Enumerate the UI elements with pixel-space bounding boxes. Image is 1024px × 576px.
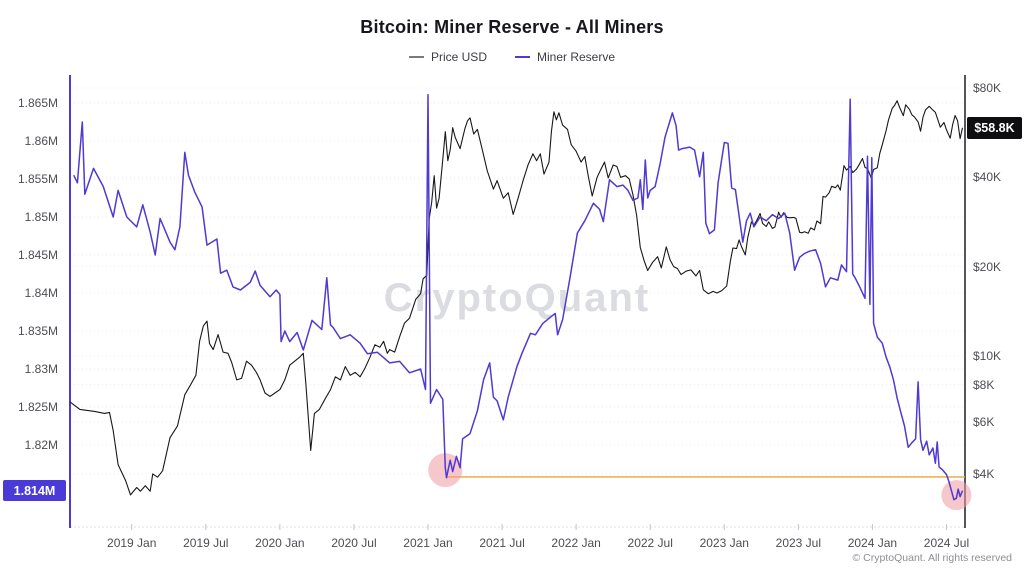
- right-axis-tick-label: $8K: [973, 377, 995, 392]
- left-axis-tick-label: 1.83M: [24, 362, 58, 376]
- left-axis-tick-label: 1.85M: [24, 210, 58, 224]
- x-axis-tick-label: 2023 Jan: [699, 536, 749, 550]
- legend-label-miner-reserve: Miner Reserve: [536, 50, 616, 64]
- left-axis-tick-label: 1.825M: [17, 400, 58, 414]
- x-axis-tick-label: 2020 Jan: [255, 536, 305, 550]
- x-axis-tick-label: 2022 Jul: [627, 536, 673, 550]
- x-axis-tick-label: 2021 Jul: [479, 536, 525, 550]
- x-axis-tick-label: 2019 Jul: [183, 536, 229, 550]
- x-axis-tick-label: 2021 Jan: [403, 536, 453, 550]
- left-axis-tick-label: 1.82M: [24, 438, 58, 452]
- miner-reserve-line: [73, 93, 964, 501]
- x-axis-tick-label: 2019 Jan: [107, 536, 157, 550]
- price-usd-line-swatch: [408, 56, 424, 58]
- watermark: CryptoQuant: [383, 276, 651, 320]
- x-axis-tick-label: 2024 Jul: [923, 536, 970, 550]
- legend-item-miner-reserve[interactable]: Miner Reserve: [514, 50, 616, 64]
- x-axis-tick-label: 2024 Jan: [847, 536, 898, 550]
- miner-reserve-line-swatch: [514, 56, 530, 58]
- x-axis-tick-label: 2020 Jul: [331, 536, 377, 550]
- left-axis-tick-label: 1.835M: [17, 324, 58, 338]
- legend-item-price-usd[interactable]: Price USD: [408, 50, 487, 64]
- right-axis-tick-label: $4K: [973, 466, 995, 481]
- right-axis-tick-label: $10K: [973, 348, 1002, 363]
- page-title: Bitcoin: Miner Reserve - All Miners: [360, 17, 664, 37]
- right-axis-current-value-badge: $58.8K: [967, 116, 1022, 139]
- legend: Price USD Miner Reserve: [0, 50, 1024, 64]
- legend-label-price-usd: Price USD: [430, 50, 487, 64]
- copyright-notice: © CryptoQuant. All rights reserved: [852, 552, 1012, 564]
- right-axis-tick-label: $20K: [973, 259, 1002, 274]
- left-axis-tick-label: 1.865M: [17, 96, 58, 110]
- right-axis-tick-label: $80K: [973, 81, 1002, 95]
- left-axis-tick-label: 1.86M: [24, 134, 58, 148]
- left-axis-tick-label: 1.845M: [17, 248, 58, 262]
- right-axis-tick-label: $40K: [973, 170, 1002, 185]
- x-axis-tick-label: 2022 Jan: [551, 536, 601, 550]
- left-axis-tick-label: 1.84M: [24, 286, 58, 300]
- right-axis-tick-label: $6K: [973, 414, 995, 429]
- price-usd-line: [69, 100, 964, 496]
- left-axis-tick-label: 1.855M: [17, 172, 58, 186]
- x-axis-tick-label: 2023 Jul: [775, 536, 822, 550]
- left-axis-current-value-badge: 1.814M: [3, 480, 66, 502]
